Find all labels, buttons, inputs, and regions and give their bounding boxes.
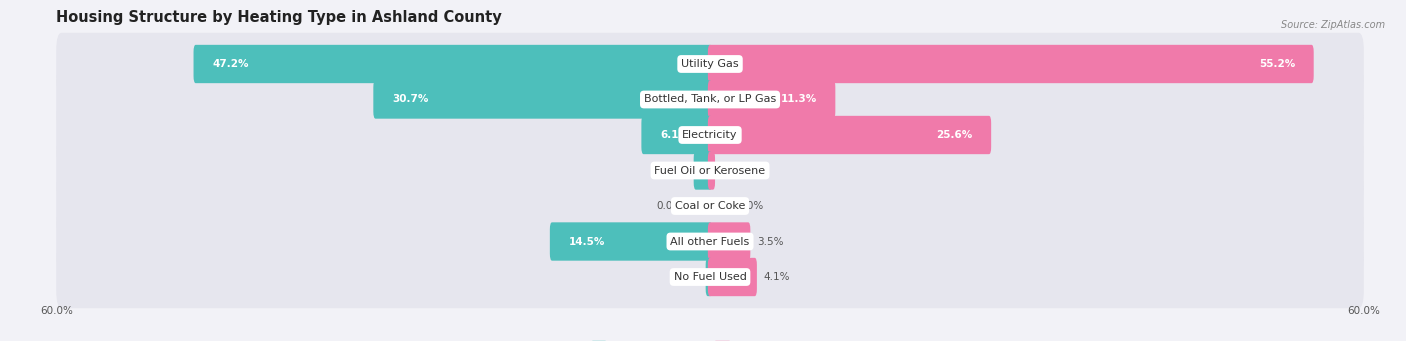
FancyBboxPatch shape xyxy=(56,139,1364,202)
Text: Coal or Coke: Coal or Coke xyxy=(675,201,745,211)
Text: Bottled, Tank, or LP Gas: Bottled, Tank, or LP Gas xyxy=(644,94,776,104)
FancyBboxPatch shape xyxy=(707,80,835,119)
Text: All other Fuels: All other Fuels xyxy=(671,237,749,247)
Text: Source: ZipAtlas.com: Source: ZipAtlas.com xyxy=(1281,20,1385,30)
Text: 4.1%: 4.1% xyxy=(763,272,790,282)
FancyBboxPatch shape xyxy=(707,258,756,296)
FancyBboxPatch shape xyxy=(550,222,713,261)
Text: 6.1%: 6.1% xyxy=(659,130,689,140)
Text: 1.3%: 1.3% xyxy=(661,165,688,176)
Text: 0.0%: 0.0% xyxy=(657,201,683,211)
FancyBboxPatch shape xyxy=(706,258,713,296)
Text: 14.5%: 14.5% xyxy=(568,237,605,247)
Text: 0.2%: 0.2% xyxy=(672,272,699,282)
Text: 11.3%: 11.3% xyxy=(780,94,817,104)
FancyBboxPatch shape xyxy=(56,246,1364,308)
FancyBboxPatch shape xyxy=(56,68,1364,131)
Text: 25.6%: 25.6% xyxy=(936,130,973,140)
Text: Housing Structure by Heating Type in Ashland County: Housing Structure by Heating Type in Ash… xyxy=(56,10,502,25)
Text: 3.5%: 3.5% xyxy=(756,237,783,247)
FancyBboxPatch shape xyxy=(693,151,713,190)
FancyBboxPatch shape xyxy=(56,104,1364,166)
FancyBboxPatch shape xyxy=(707,222,751,261)
Text: 55.2%: 55.2% xyxy=(1258,59,1295,69)
FancyBboxPatch shape xyxy=(707,45,1313,83)
FancyBboxPatch shape xyxy=(56,210,1364,273)
FancyBboxPatch shape xyxy=(56,33,1364,95)
Text: 47.2%: 47.2% xyxy=(212,59,249,69)
Text: 30.7%: 30.7% xyxy=(392,94,429,104)
Text: 0.26%: 0.26% xyxy=(721,165,755,176)
Text: Electricity: Electricity xyxy=(682,130,738,140)
FancyBboxPatch shape xyxy=(641,116,713,154)
Text: No Fuel Used: No Fuel Used xyxy=(673,272,747,282)
FancyBboxPatch shape xyxy=(707,116,991,154)
FancyBboxPatch shape xyxy=(707,151,716,190)
FancyBboxPatch shape xyxy=(56,175,1364,237)
FancyBboxPatch shape xyxy=(374,80,713,119)
Text: 0.0%: 0.0% xyxy=(737,201,763,211)
FancyBboxPatch shape xyxy=(194,45,713,83)
Text: Utility Gas: Utility Gas xyxy=(682,59,738,69)
Text: Fuel Oil or Kerosene: Fuel Oil or Kerosene xyxy=(654,165,766,176)
